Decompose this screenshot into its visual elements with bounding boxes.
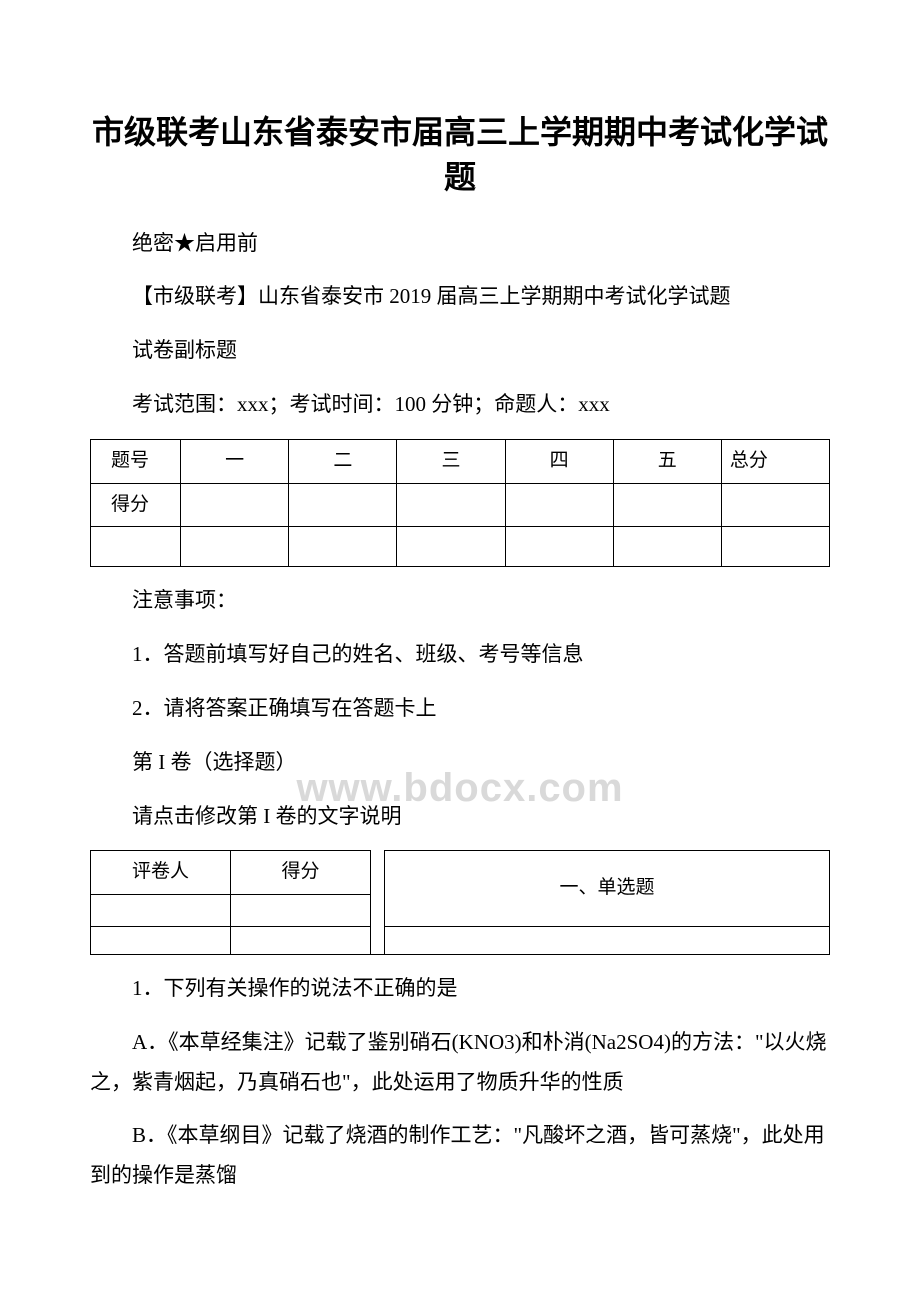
col-header: 四 (505, 440, 613, 483)
score-cell (181, 483, 289, 526)
separator-cell (371, 851, 385, 926)
col-header: 二 (289, 440, 397, 483)
grader-label: 评卷人 (91, 851, 231, 894)
empty-cell (721, 526, 829, 566)
empty-cell (181, 526, 289, 566)
document-title: 市级联考山东省泰安市届高三上学期期中考试化学试题 (90, 110, 830, 200)
score-cell (289, 483, 397, 526)
row-label: 题号 (91, 440, 181, 483)
score-label: 得分 (231, 851, 371, 894)
secrecy-line: 绝密★启用前 (90, 224, 830, 264)
section-title: 一、单选题 (385, 851, 830, 926)
empty-cell (231, 926, 371, 954)
empty-cell (231, 894, 371, 926)
total-header: 总分 (721, 440, 829, 483)
table-row: 题号 一 二 三 四 五 总分 (91, 440, 830, 483)
row-label: 得分 (91, 483, 181, 526)
col-header: 三 (397, 440, 505, 483)
empty-cell (613, 526, 721, 566)
empty-cell (91, 926, 231, 954)
grader-table: 评卷人 得分 一、单选题 (90, 850, 830, 954)
exam-full-title: 【市级联考】山东省泰安市 2019 届高三上学期期中考试化学试题 (90, 277, 830, 317)
empty-cell (385, 926, 830, 954)
note-item: 1．答题前填写好自己的姓名、班级、考号等信息 (90, 635, 830, 675)
table-row (91, 926, 830, 954)
exam-info: 考试范围：xxx；考试时间：100 分钟；命题人：xxx (90, 385, 830, 425)
empty-cell (91, 526, 181, 566)
table-row: 得分 (91, 483, 830, 526)
part1-header: 第 I 卷（选择题） (90, 743, 830, 783)
question-stem: 1．下列有关操作的说法不正确的是 (90, 969, 830, 1009)
empty-cell (505, 526, 613, 566)
empty-cell (91, 894, 231, 926)
table-row (91, 526, 830, 566)
score-cell (505, 483, 613, 526)
question-option: A．《本草经集注》记载了鉴别硝石(KNO3)和朴消(Na2SO4)的方法："以火… (90, 1023, 830, 1103)
note-item: 2．请将答案正确填写在答题卡上 (90, 689, 830, 729)
score-cell (721, 483, 829, 526)
col-header: 一 (181, 440, 289, 483)
part1-hint: 请点击修改第 I 卷的文字说明 (90, 797, 830, 837)
empty-cell (397, 526, 505, 566)
score-table: 题号 一 二 三 四 五 总分 得分 (90, 439, 830, 567)
empty-cell (289, 526, 397, 566)
subtitle: 试卷副标题 (90, 331, 830, 371)
col-header: 五 (613, 440, 721, 483)
empty-cell (371, 926, 385, 954)
notes-header: 注意事项： (90, 581, 830, 621)
score-cell (397, 483, 505, 526)
score-cell (613, 483, 721, 526)
table-row: 评卷人 得分 一、单选题 (91, 851, 830, 894)
question-option: B．《本草纲目》记载了烧酒的制作工艺："凡酸坏之酒，皆可蒸烧"，此处用到的操作是… (90, 1116, 830, 1196)
